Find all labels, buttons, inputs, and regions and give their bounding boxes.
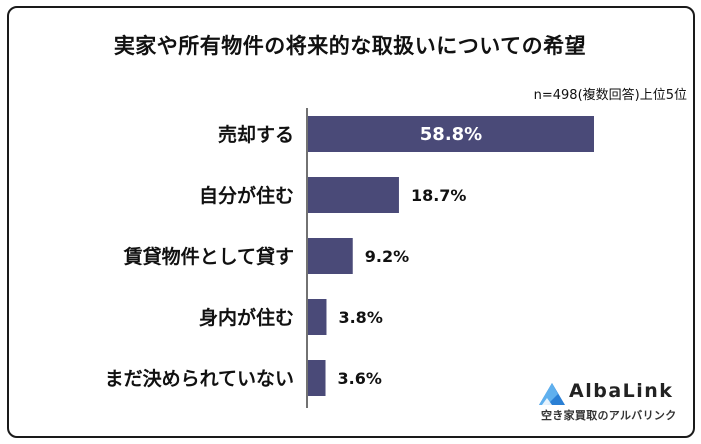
bar-5 — [308, 360, 326, 396]
bar-3 — [308, 238, 353, 274]
sample-note: n=498(複数回答)上位5位 — [533, 88, 687, 103]
mountain-logo-icon — [539, 383, 565, 405]
value-label-4: 3.8% — [338, 308, 382, 327]
category-label-5: まだ決められていない — [105, 368, 294, 390]
albalink-logo: AlbaLink 空き家買取のアルバリンク — [538, 380, 688, 426]
category-label-4: 身内が住む — [199, 306, 294, 329]
bar-2 — [308, 177, 399, 213]
value-label-2: 18.7% — [411, 186, 467, 205]
category-label-1: 売却する — [218, 123, 294, 146]
chart-title: 実家や所有物件の将来的な取扱いについての希望 — [113, 34, 587, 58]
logo-wordmark: AlbaLink — [569, 380, 674, 402]
value-label-5: 3.6% — [338, 369, 382, 388]
labels-group: 売却する 58.8% 自分が住む 18.7% 賃貸物件として貸す 9.2% 身内が住む 3.8… — [105, 123, 483, 390]
category-label-3: 賃貸物件として貸す — [123, 245, 294, 268]
chart-frame — [7, 6, 695, 438]
value-label-1: 58.8% — [420, 124, 482, 145]
bars-group — [308, 116, 594, 396]
bar-1 — [308, 116, 594, 152]
bar-4 — [308, 299, 327, 335]
logo-subtitle: 空き家買取のアルバリンク — [541, 409, 677, 422]
category-label-2: 自分が住む — [199, 184, 294, 207]
value-label-3: 9.2% — [365, 247, 409, 266]
